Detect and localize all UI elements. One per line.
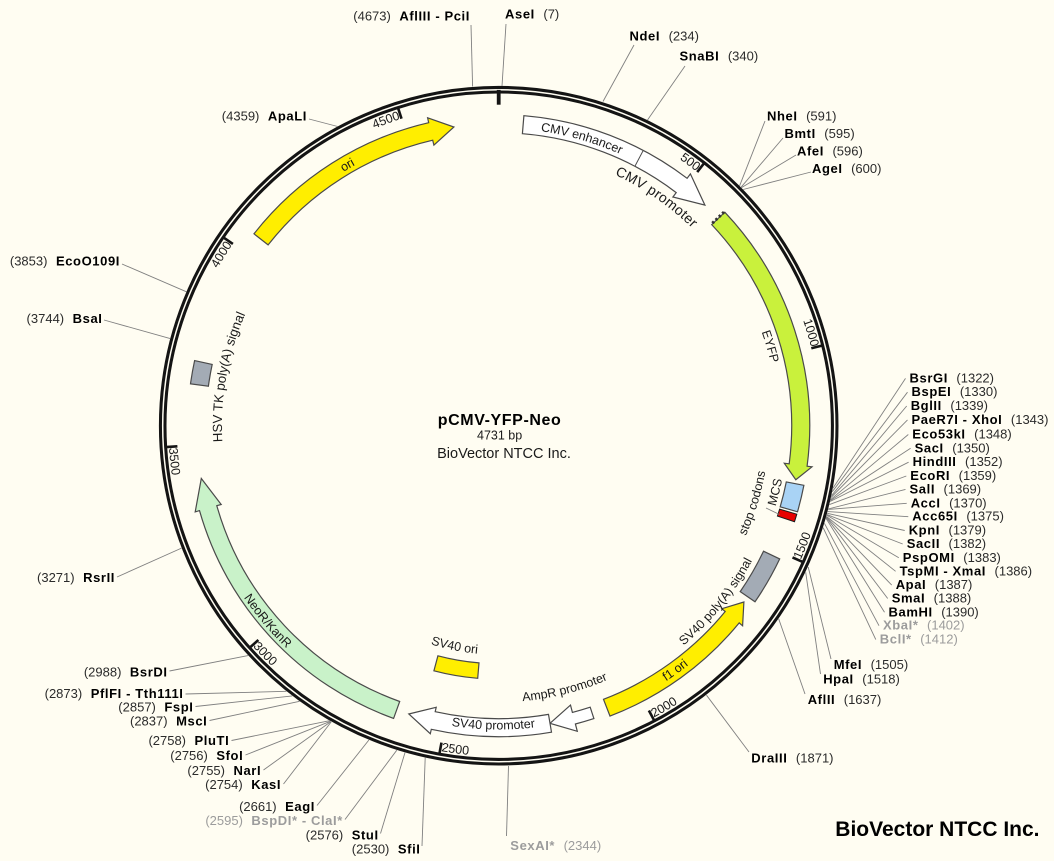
svg-text:AflII(1637): AflII (1637) — [808, 692, 882, 707]
svg-text:(3853)EcoO109I: (3853) EcoO109I — [10, 254, 120, 269]
svg-text:SalI(1369): SalI (1369) — [910, 481, 982, 496]
svg-text:AseI(7): AseI (7) — [505, 7, 559, 22]
svg-text:ApaI(1387): ApaI (1387) — [896, 577, 973, 592]
svg-text:(2576)StuI: (2576) StuI — [306, 828, 379, 843]
svg-text:SV40 promoter: SV40 promoter — [451, 715, 536, 733]
svg-text:(2755)NarI: (2755) NarI — [187, 763, 261, 778]
svg-text:(2857)FspI: (2857) FspI — [118, 699, 193, 714]
svg-text:PspOMI(1383): PspOMI (1383) — [903, 550, 1001, 565]
svg-text:4731 bp: 4731 bp — [477, 429, 522, 443]
svg-text:HpaI(1518): HpaI (1518) — [823, 672, 900, 687]
svg-text:(2873)PflFI - Tth111I: (2873) PflFI - Tth111I — [45, 686, 184, 701]
svg-text:(2595)BspDI* - ClaI*: (2595) BspDI* - ClaI* — [205, 813, 343, 828]
svg-text:pCMV-YFP-Neo: pCMV-YFP-Neo — [438, 412, 562, 429]
svg-text:MfeI(1505): MfeI (1505) — [834, 657, 908, 672]
svg-text:2500: 2500 — [441, 740, 470, 758]
svg-text:MCS: MCS — [765, 477, 785, 507]
svg-text:SnaBI(340): SnaBI (340) — [680, 49, 759, 64]
svg-text:(2530)SfiI: (2530) SfiI — [352, 842, 421, 857]
svg-text:AccI(1370): AccI (1370) — [911, 495, 987, 510]
svg-text:SacI(1350): SacI (1350) — [915, 440, 990, 455]
svg-text:(2756)SfoI: (2756) SfoI — [170, 748, 243, 763]
svg-text:BioVector NTCC Inc.: BioVector NTCC Inc. — [437, 446, 571, 462]
svg-text:Eco53kI(1348): Eco53kI (1348) — [912, 427, 1011, 442]
svg-text:PaeR7I - XhoI(1343): PaeR7I - XhoI (1343) — [912, 412, 1049, 427]
svg-text:ori: ori — [338, 155, 357, 174]
svg-text:BioVector NTCC Inc.: BioVector NTCC Inc. — [835, 818, 1039, 841]
svg-text:(4673)AflIII - PciI: (4673) AflIII - PciI — [353, 9, 470, 24]
svg-text:TspMI - XmaI(1386): TspMI - XmaI (1386) — [900, 563, 1033, 578]
